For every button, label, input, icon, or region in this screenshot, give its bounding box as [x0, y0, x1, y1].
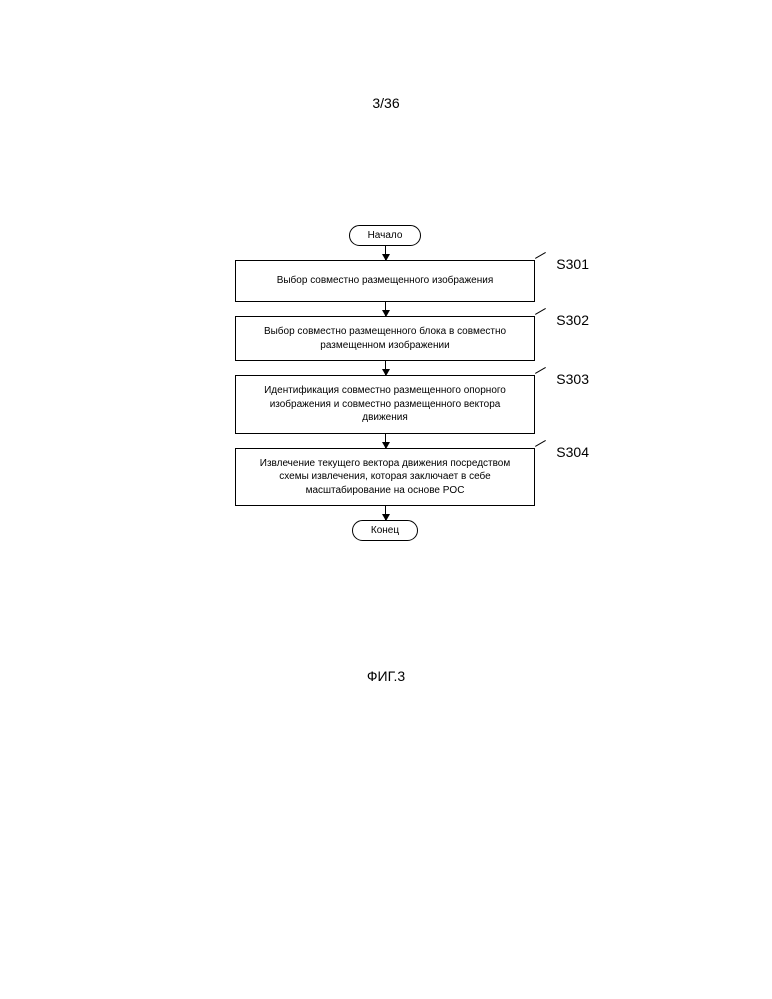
terminal-end: Конец: [352, 520, 418, 541]
arrow-icon: [385, 361, 386, 375]
step-s301: Выбор совместно размещенного изображения…: [235, 260, 535, 302]
arrow-icon: [385, 302, 386, 316]
step-s302: Выбор совместно размещенного блока в сов…: [235, 316, 535, 361]
process-box: Выбор совместно размещенного изображения: [235, 260, 535, 302]
step-s304: Извлечение текущего вектора движения пос…: [235, 448, 535, 507]
leader-line: [535, 252, 550, 266]
flowchart: Начало Выбор совместно размещенного изоб…: [195, 225, 575, 541]
page: 3/36 Начало Выбор совместно размещенного…: [0, 0, 772, 999]
process-box: Извлечение текущего вектора движения пос…: [235, 448, 535, 507]
step-label: S303: [556, 371, 589, 387]
leader-line: [535, 308, 550, 322]
leader-line: [535, 440, 550, 454]
arrow-icon: [385, 246, 386, 260]
step-label: S304: [556, 444, 589, 460]
figure-caption: ФИГ.3: [0, 668, 772, 684]
arrow-icon: [385, 434, 386, 448]
leader-line: [535, 367, 550, 381]
process-box: Выбор совместно размещенного блока в сов…: [235, 316, 535, 361]
step-s303: Идентификация совместно размещенного опо…: [235, 375, 535, 434]
arrow-icon: [385, 506, 386, 520]
terminal-start: Начало: [349, 225, 422, 246]
step-label: S302: [556, 312, 589, 328]
process-box: Идентификация совместно размещенного опо…: [235, 375, 535, 434]
page-number: 3/36: [0, 95, 772, 111]
step-label: S301: [556, 256, 589, 272]
